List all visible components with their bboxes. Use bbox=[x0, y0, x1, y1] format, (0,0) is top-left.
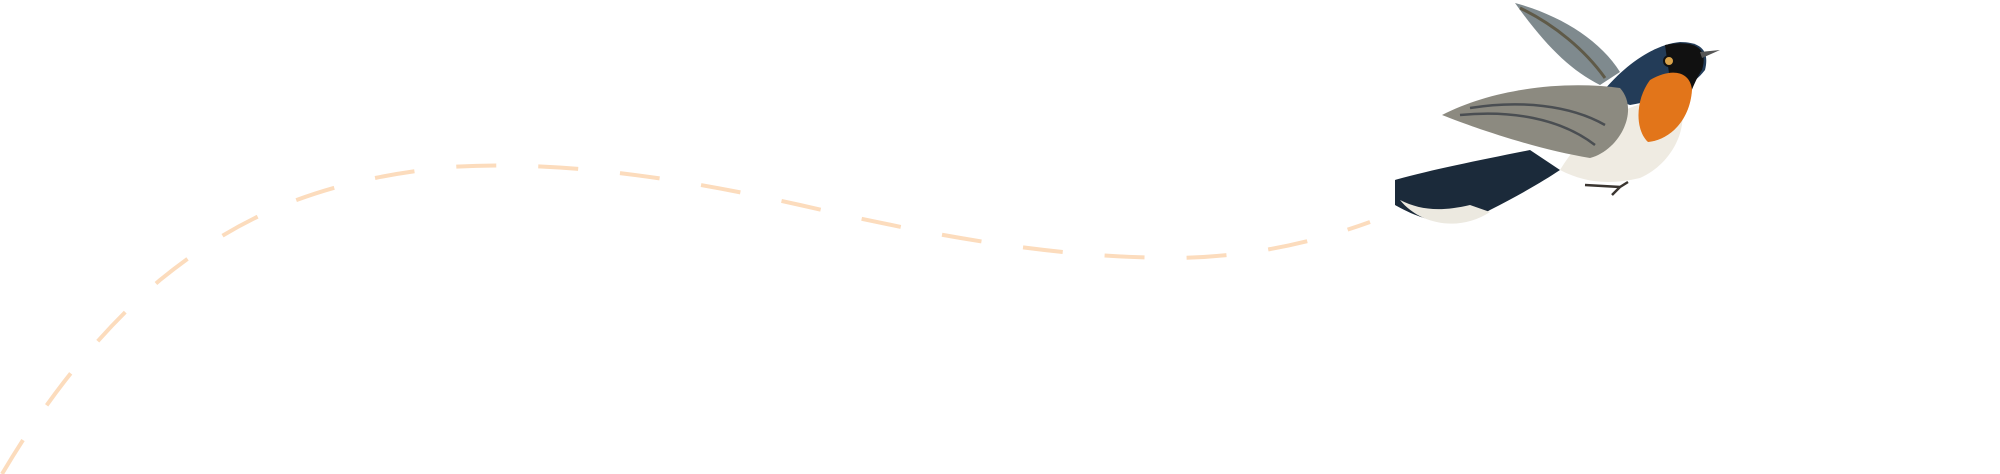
dashed-flight-path bbox=[0, 163, 1371, 474]
bird-tail bbox=[1395, 150, 1560, 222]
bird-upper-wing bbox=[1515, 3, 1620, 85]
bird-icon bbox=[1395, 3, 1720, 224]
bird-throat bbox=[1638, 72, 1692, 142]
bird-lower-wing bbox=[1442, 85, 1629, 158]
